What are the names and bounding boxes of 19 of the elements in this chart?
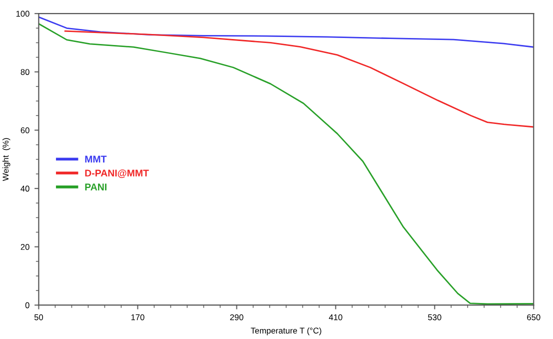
line-series — [64, 30, 534, 128]
y-tick-label: 40 — [20, 186, 30, 192]
x-tick-label: 50 — [34, 314, 44, 320]
legend-label: MMT — [85, 156, 107, 162]
legend-label: PANI — [85, 184, 106, 190]
legend-label: D-PANI@MMT — [85, 170, 149, 178]
x-tick-label: 410 — [328, 314, 342, 320]
line-series — [38, 16, 534, 48]
y-tick-label: 80 — [20, 69, 30, 75]
x-tick-label: 530 — [428, 314, 442, 320]
x-tick-label: 290 — [230, 314, 244, 320]
y-axis-title: Weight (%) — [2, 138, 10, 181]
y-tick-label: 60 — [20, 127, 30, 134]
y-tick-label: 100 — [16, 10, 30, 17]
x-tick-label: 650 — [527, 314, 540, 320]
x-tick-label: 170 — [131, 314, 144, 320]
y-tick-label: 0 — [25, 302, 30, 308]
x-axis-title: Temperature T (°C) — [250, 327, 322, 336]
y-tick-label: 20 — [20, 244, 30, 250]
